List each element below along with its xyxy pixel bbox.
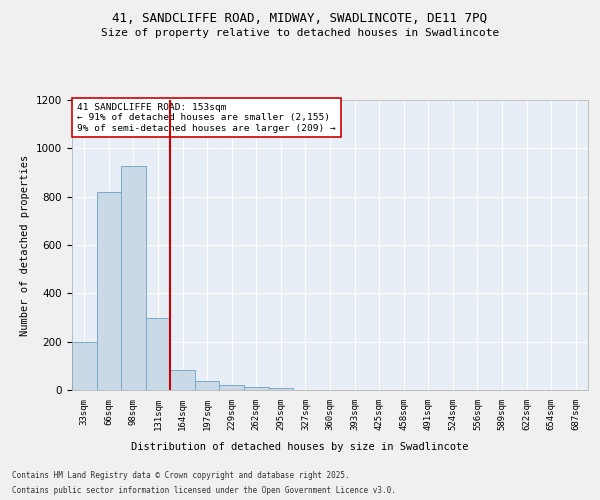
Bar [146, 318, 170, 390]
Text: 41, SANDCLIFFE ROAD, MIDWAY, SWADLINCOTE, DE11 7PQ: 41, SANDCLIFFE ROAD, MIDWAY, SWADLINCOTE… [113, 12, 487, 26]
Y-axis label: Number of detached properties: Number of detached properties [20, 154, 31, 336]
Bar [244, 387, 269, 390]
Text: 41 SANDCLIFFE ROAD: 153sqm
← 91% of detached houses are smaller (2,155)
9% of se: 41 SANDCLIFFE ROAD: 153sqm ← 91% of deta… [77, 103, 336, 132]
Bar [121, 166, 146, 390]
Text: Contains HM Land Registry data © Crown copyright and database right 2025.: Contains HM Land Registry data © Crown c… [12, 471, 350, 480]
Text: Size of property relative to detached houses in Swadlincote: Size of property relative to detached ho… [101, 28, 499, 38]
Bar [195, 381, 220, 390]
Bar [72, 342, 97, 390]
Text: Distribution of detached houses by size in Swadlincote: Distribution of detached houses by size … [131, 442, 469, 452]
Text: Contains public sector information licensed under the Open Government Licence v3: Contains public sector information licen… [12, 486, 396, 495]
Bar [97, 192, 121, 390]
Bar [170, 370, 195, 390]
Bar [269, 388, 293, 390]
Bar [220, 385, 244, 390]
